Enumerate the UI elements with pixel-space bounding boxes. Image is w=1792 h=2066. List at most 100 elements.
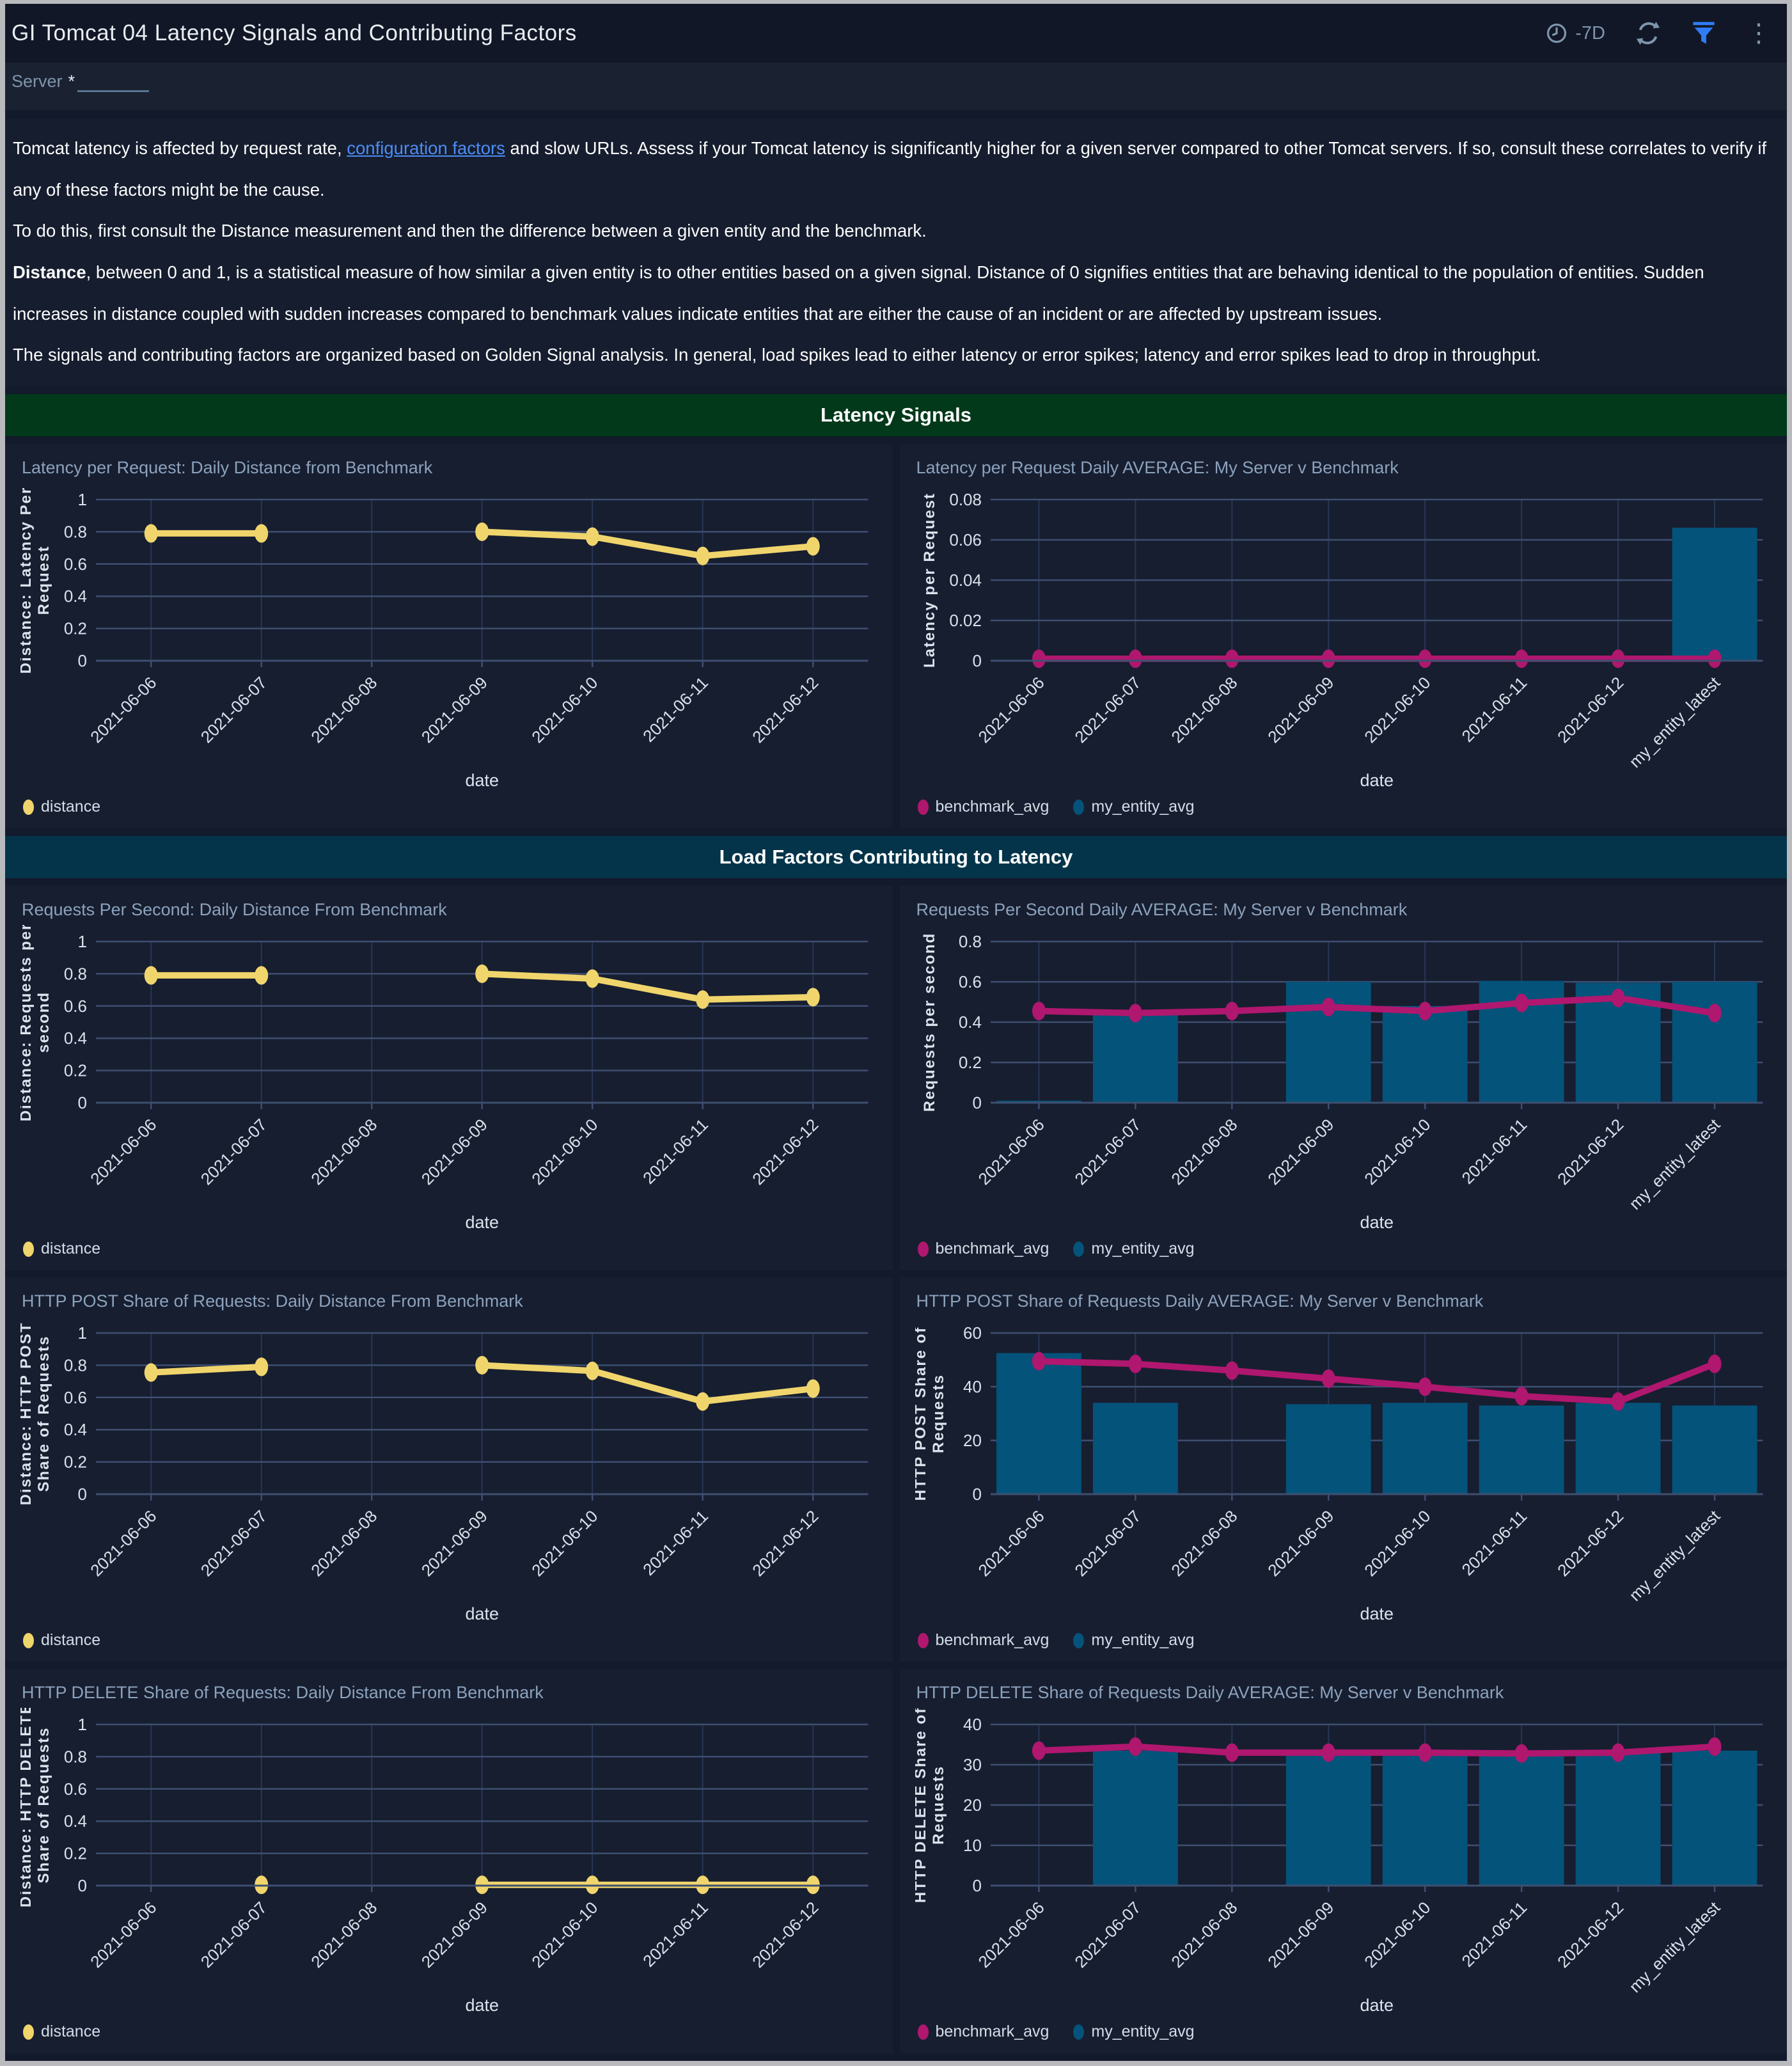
y-tick-label: 0.4 — [64, 1811, 87, 1831]
point-distance-2021-06-07[interactable] — [255, 524, 269, 543]
point-distance-2021-06-09[interactable] — [475, 522, 489, 541]
legend-item-distance[interactable]: distance — [23, 798, 100, 816]
point-distance-2021-06-07[interactable] — [255, 1357, 269, 1376]
bar-my_entity_avg-2021-06-07[interactable] — [1092, 1750, 1178, 1886]
point-distance-2021-06-11[interactable] — [696, 546, 710, 565]
bar-my_entity_avg-my_entity_latest[interactable] — [1672, 981, 1757, 1103]
bar-my_entity_avg-2021-06-06[interactable] — [996, 1100, 1081, 1103]
bar-my_entity_avg-2021-06-09[interactable] — [1285, 1752, 1371, 1886]
point-distance-2021-06-11[interactable] — [696, 1392, 710, 1411]
y-tick-label: 0.06 — [949, 530, 982, 549]
point-benchmark_avg-2021-06-10[interactable] — [1418, 1001, 1432, 1020]
bar-my_entity_avg-2021-06-10[interactable] — [1382, 1752, 1468, 1886]
chart-latency-per-request-distance[interactable]: 2021-06-06 2021-06-07 2021-06-08 2021-06-09… — [20, 483, 877, 795]
chart-http-delete-average[interactable]: 2021-06-06 2021-06-07 2021-06-08 2021-06-09… — [915, 1708, 1772, 2020]
point-benchmark_avg-2021-06-09[interactable] — [1321, 1743, 1335, 1762]
point-distance-2021-06-12[interactable] — [806, 1379, 820, 1398]
bar-my_entity_avg-my_entity_latest[interactable] — [1672, 527, 1757, 661]
point-benchmark_avg-2021-06-06[interactable] — [1032, 1001, 1046, 1020]
bar-my_entity_avg-2021-06-12[interactable] — [1575, 1752, 1661, 1886]
chart-rps-average[interactable]: 2021-06-06 2021-06-07 2021-06-08 2021-06-09… — [915, 925, 1772, 1237]
point-benchmark_avg-2021-06-07[interactable] — [1128, 649, 1142, 668]
refresh-icon[interactable] — [1635, 20, 1662, 47]
point-distance-2021-06-06[interactable] — [144, 524, 158, 543]
bar-my_entity_avg-my_entity_latest[interactable] — [1672, 1405, 1757, 1494]
legend-item-distance[interactable]: distance — [23, 1631, 100, 1650]
point-benchmark_avg-2021-06-10[interactable] — [1418, 649, 1432, 668]
chart-http-delete-distance[interactable]: 2021-06-06 2021-06-07 2021-06-08 2021-06-09… — [20, 1708, 877, 2020]
bar-my_entity_avg-2021-06-10[interactable] — [1382, 1402, 1468, 1494]
legend-item-distance[interactable]: distance — [23, 2023, 100, 2041]
bar-my_entity_avg-2021-06-12[interactable] — [1575, 1402, 1661, 1494]
legend-item-benchmark_avg[interactable]: benchmark_avg — [917, 2023, 1049, 2041]
x-tick-label: 2021-06-08 — [1167, 1506, 1241, 1580]
y-tick-label: 0.6 — [958, 972, 981, 991]
point-benchmark_avg-2021-06-09[interactable] — [1321, 649, 1335, 668]
point-benchmark_avg-2021-06-07[interactable] — [1128, 1354, 1142, 1373]
point-benchmark_avg-2021-06-12[interactable] — [1611, 1743, 1625, 1762]
point-benchmark_avg-2021-06-12[interactable] — [1611, 649, 1625, 668]
legend-item-benchmark_avg[interactable]: benchmark_avg — [917, 798, 1049, 816]
legend-item-my_entity_avg[interactable]: my_entity_avg — [1073, 1240, 1195, 1258]
legend-item-distance[interactable]: distance — [23, 1240, 100, 1258]
legend-item-benchmark_avg[interactable]: benchmark_avg — [917, 1631, 1049, 1650]
point-benchmark_avg-2021-06-10[interactable] — [1418, 1743, 1432, 1762]
point-benchmark_avg-2021-06-08[interactable] — [1225, 1001, 1239, 1020]
bar-my_entity_avg-2021-06-11[interactable] — [1479, 1405, 1564, 1494]
point-benchmark_avg-my_entity_latest[interactable] — [1708, 1004, 1722, 1023]
point-benchmark_avg-2021-06-12[interactable] — [1611, 988, 1625, 1007]
panel-http-post-distance: HTTP POST Share of Requests: Daily Dista… — [5, 1277, 893, 1662]
bar-my_entity_avg-2021-06-10[interactable] — [1382, 1005, 1468, 1103]
point-distance-2021-06-06[interactable] — [144, 1362, 158, 1382]
bar-my_entity_avg-2021-06-09[interactable] — [1285, 1404, 1371, 1494]
point-distance-2021-06-12[interactable] — [806, 988, 820, 1007]
server-filter-input[interactable] — [77, 72, 150, 92]
filter-icon[interactable] — [1691, 20, 1717, 47]
point-benchmark_avg-2021-06-06[interactable] — [1032, 1352, 1046, 1371]
point-distance-2021-06-11[interactable] — [696, 990, 710, 1009]
bar-my_entity_avg-2021-06-07[interactable] — [1092, 1014, 1178, 1103]
point-distance-2021-06-06[interactable] — [144, 966, 158, 985]
legend-item-my_entity_avg[interactable]: my_entity_avg — [1073, 798, 1195, 816]
point-distance-2021-06-10[interactable] — [585, 969, 599, 988]
point-benchmark_avg-2021-06-09[interactable] — [1321, 997, 1335, 1016]
point-benchmark_avg-2021-06-12[interactable] — [1611, 1392, 1625, 1411]
point-benchmark_avg-my_entity_latest[interactable] — [1708, 649, 1722, 668]
x-tick-label: my_entity_latest — [1625, 1506, 1724, 1605]
bar-my_entity_avg-2021-06-11[interactable] — [1479, 1755, 1564, 1886]
point-benchmark_avg-2021-06-06[interactable] — [1032, 1741, 1046, 1760]
point-benchmark_avg-2021-06-11[interactable] — [1514, 993, 1529, 1013]
chart-http-post-distance[interactable]: 2021-06-06 2021-06-07 2021-06-08 2021-06-09… — [20, 1316, 877, 1628]
legend-item-my_entity_avg[interactable]: my_entity_avg — [1073, 2023, 1195, 2041]
point-benchmark_avg-2021-06-08[interactable] — [1225, 1361, 1239, 1380]
time-range-control[interactable]: -7D — [1544, 21, 1605, 45]
chart-latency-per-request-average[interactable]: 2021-06-06 2021-06-07 2021-06-08 2021-06-09… — [915, 483, 1772, 795]
point-distance-2021-06-12[interactable] — [806, 537, 820, 556]
bar-my_entity_avg-2021-06-07[interactable] — [1092, 1402, 1178, 1494]
point-benchmark_avg-my_entity_latest[interactable] — [1708, 1354, 1722, 1373]
more-options-icon[interactable]: ⋮ — [1746, 19, 1772, 47]
point-benchmark_avg-2021-06-10[interactable] — [1418, 1377, 1432, 1396]
point-distance-2021-06-10[interactable] — [585, 1361, 599, 1380]
point-benchmark_avg-2021-06-11[interactable] — [1514, 1744, 1529, 1763]
point-benchmark_avg-2021-06-08[interactable] — [1225, 1743, 1239, 1762]
point-benchmark_avg-2021-06-06[interactable] — [1032, 649, 1046, 668]
chart-http-post-average[interactable]: 2021-06-06 2021-06-07 2021-06-08 2021-06-09… — [915, 1316, 1772, 1628]
point-distance-2021-06-09[interactable] — [475, 964, 489, 983]
legend-item-my_entity_avg[interactable]: my_entity_avg — [1073, 1631, 1195, 1650]
bar-my_entity_avg-2021-06-06[interactable] — [996, 1353, 1081, 1494]
point-benchmark_avg-2021-06-11[interactable] — [1514, 1386, 1529, 1405]
point-benchmark_avg-my_entity_latest[interactable] — [1708, 1737, 1722, 1756]
legend-item-benchmark_avg[interactable]: benchmark_avg — [917, 1240, 1049, 1258]
chart-rps-distance[interactable]: 2021-06-06 2021-06-07 2021-06-08 2021-06-09… — [20, 925, 877, 1237]
point-distance-2021-06-07[interactable] — [255, 966, 269, 985]
point-distance-2021-06-09[interactable] — [475, 1355, 489, 1375]
bar-my_entity_avg-my_entity_latest[interactable] — [1672, 1750, 1757, 1886]
point-benchmark_avg-2021-06-11[interactable] — [1514, 649, 1529, 668]
point-benchmark_avg-2021-06-07[interactable] — [1128, 1004, 1142, 1023]
point-benchmark_avg-2021-06-08[interactable] — [1225, 649, 1239, 668]
point-benchmark_avg-2021-06-09[interactable] — [1321, 1369, 1335, 1388]
point-distance-2021-06-10[interactable] — [585, 527, 599, 546]
point-benchmark_avg-2021-06-07[interactable] — [1128, 1737, 1142, 1756]
configuration-factors-link[interactable]: configuration factors — [347, 138, 505, 158]
